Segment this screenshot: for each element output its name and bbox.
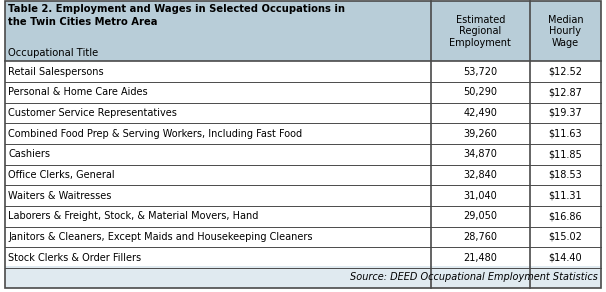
Text: Source: DEED Occupational Employment Statistics: Source: DEED Occupational Employment Sta… [350,272,598,282]
Text: $19.37: $19.37 [548,108,582,118]
Text: 28,760: 28,760 [464,232,498,242]
Text: Office Clerks, General: Office Clerks, General [8,170,115,180]
Bar [5,227,601,247]
Text: Laborers & Freight, Stock, & Material Movers, Hand: Laborers & Freight, Stock, & Material Mo… [8,211,259,221]
Text: $11.31: $11.31 [548,191,582,201]
Text: $11.85: $11.85 [548,149,582,159]
Text: $15.02: $15.02 [548,232,582,242]
Text: 32,840: 32,840 [464,170,498,180]
Text: Personal & Home Care Aides: Personal & Home Care Aides [8,87,148,97]
Text: 34,870: 34,870 [464,149,498,159]
Bar [5,82,601,103]
Bar [5,144,601,165]
Text: Cashiers: Cashiers [8,149,50,159]
Bar [5,123,601,144]
Text: 39,260: 39,260 [464,128,498,139]
Text: Estimated
Regional
Employment: Estimated Regional Employment [450,15,511,48]
Text: $18.53: $18.53 [548,170,582,180]
Bar [5,102,601,123]
Text: 29,050: 29,050 [464,211,498,221]
Text: 42,490: 42,490 [464,108,498,118]
Bar [5,165,601,185]
Text: 31,040: 31,040 [464,191,498,201]
Bar [5,61,601,82]
Bar [5,266,601,288]
Bar [5,185,601,206]
Text: Customer Service Representatives: Customer Service Representatives [8,108,178,118]
Text: Retail Salespersons: Retail Salespersons [8,67,104,77]
Text: Stock Clerks & Order Fillers: Stock Clerks & Order Fillers [8,253,142,263]
Text: Waiters & Waitresses: Waiters & Waitresses [8,191,112,201]
Bar [5,206,601,227]
Text: $11.63: $11.63 [548,128,582,139]
Text: 50,290: 50,290 [464,87,498,97]
Text: Janitors & Cleaners, Except Maids and Housekeeping Cleaners: Janitors & Cleaners, Except Maids and Ho… [8,232,313,242]
Text: Median
Hourly
Wage: Median Hourly Wage [548,15,583,48]
Text: Table 2. Employment and Wages in Selected Occupations in
the Twin Cities Metro A: Table 2. Employment and Wages in Selecte… [8,4,345,27]
Text: $16.86: $16.86 [548,211,582,221]
Text: Combined Food Prep & Serving Workers, Including Fast Food: Combined Food Prep & Serving Workers, In… [8,128,302,139]
Text: $14.40: $14.40 [548,253,582,263]
Bar [5,247,601,268]
Text: 21,480: 21,480 [464,253,498,263]
Text: $12.87: $12.87 [548,87,582,97]
Bar [5,1,601,61]
Text: 53,720: 53,720 [464,67,498,77]
Text: Occupational Title: Occupational Title [8,48,99,58]
Text: $12.52: $12.52 [548,67,582,77]
